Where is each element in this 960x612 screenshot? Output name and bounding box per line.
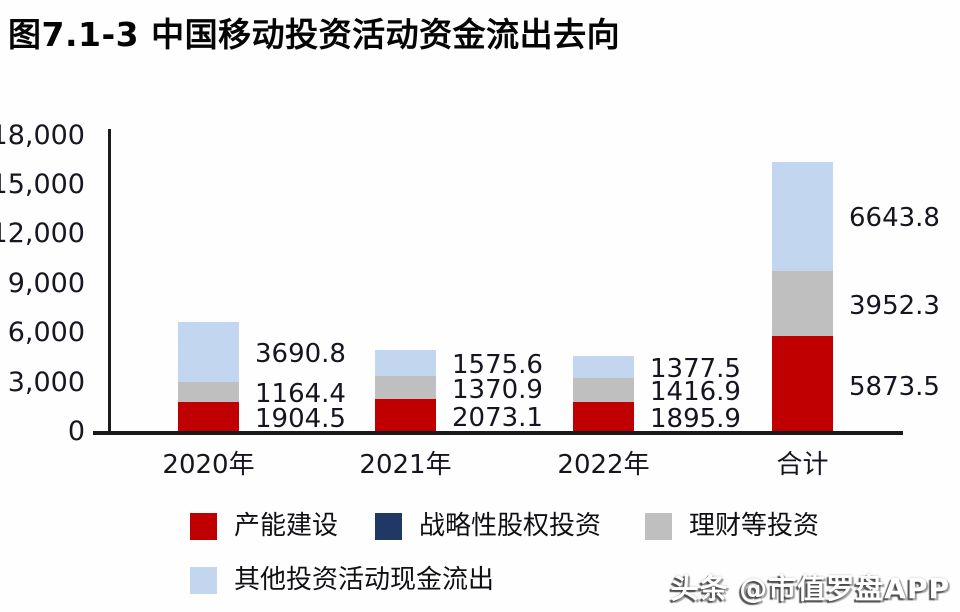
bar-segment [178,382,239,402]
legend-label-other-investment-outflow: 其他投资活动现金流出 [234,565,495,595]
data-label: 1416.9 [650,377,741,408]
x-axis-line [93,431,903,435]
bar-segment [573,401,634,433]
data-label: 1575.6 [452,350,543,381]
x-axis-label: 2021年 [359,450,452,480]
legend-label-capacity-construction: 产能建设 [234,511,339,541]
bar-segment [772,161,833,272]
legend-label-wealth-management: 理财等投资 [689,511,820,541]
page-title: 图7.1-3 中国移动投资活动资金流出去向 [8,15,621,54]
bar-segment [772,271,833,337]
legend-swatch-wealth-management [645,512,672,540]
bar-segment [375,350,436,377]
x-axis-label: 2022年 [557,450,650,480]
data-label: 1164.4 [255,379,346,410]
legend-swatch-strategic-equity [375,512,402,540]
legend-label-strategic-equity: 战略性股权投资 [419,511,602,541]
data-label: 3690.8 [255,339,346,370]
y-axis-line [108,129,111,435]
bar-segment [178,321,239,383]
legend-item-other-investment-outflow: 其他投资活动现金流出 [190,565,494,595]
y-tick-label: 15,000 [0,168,85,200]
y-tick-label: 12,000 [0,218,85,250]
data-label: 2073.1 [452,402,543,433]
x-axis-label: 合计 [776,450,829,480]
y-tick-label: 6,000 [7,317,85,349]
bar-segment [573,378,634,402]
bar-segment [573,355,634,379]
legend-item-capacity-construction: 产能建设 [190,511,338,541]
y-tick-label: 0 [67,416,85,447]
x-axis-label: 2020年 [162,450,255,480]
y-tick-label: 9,000 [7,267,85,299]
bar-segment [375,376,436,399]
y-tick-label: 3,000 [7,366,85,398]
legend-swatch-other-investment-outflow [190,566,217,594]
data-label: 1370.9 [452,374,543,405]
data-label: 1377.5 [650,354,741,385]
data-label: 1895.9 [650,404,741,435]
bar-segment [178,401,239,433]
data-label: 3952.3 [849,290,940,321]
data-label: 1904.5 [255,404,346,435]
watermark-toutiao: 头条 @市值罗盘APP [670,572,950,605]
legend-swatch-capacity-construction [190,512,217,540]
bar-segment [375,398,436,433]
data-label: 5873.5 [849,371,940,402]
legend-item-wealth-management: 理财等投资 [645,511,819,541]
y-tick-label: 18,000 [0,119,85,151]
legend-item-strategic-equity: 战略性股权投资 [375,511,601,541]
bar-segment [772,336,833,433]
data-label: 6643.8 [849,203,940,234]
